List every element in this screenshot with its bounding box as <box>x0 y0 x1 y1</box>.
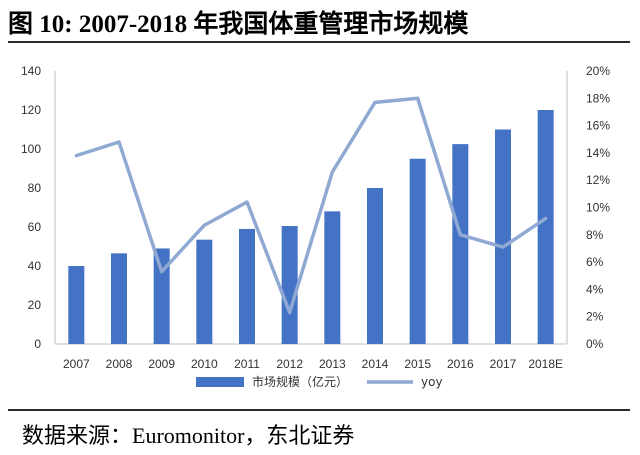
right-tick-label: 10% <box>586 201 610 215</box>
right-tick-label: 4% <box>586 282 604 296</box>
bar-2018E <box>537 110 554 344</box>
right-tick-label: 8% <box>586 228 604 242</box>
x-tick-label: 2014 <box>362 357 389 371</box>
title-divider <box>8 41 630 43</box>
right-tick-label: 16% <box>586 119 610 133</box>
bar-2013 <box>324 211 341 344</box>
right-tick-label: 20% <box>586 64 610 78</box>
left-tick-label: 80 <box>28 181 42 195</box>
figure-title: 图 10: 2007-2018 年我国体重管理市场规模 <box>8 11 469 38</box>
bar-2010 <box>196 239 213 344</box>
x-tick-label: 2013 <box>319 357 346 371</box>
x-tick-label: 2011 <box>234 357 260 371</box>
left-tick-label: 120 <box>21 103 41 117</box>
bar-2015 <box>409 158 426 344</box>
x-tick-label: 2015 <box>404 357 431 371</box>
yoy-line <box>74 96 548 315</box>
x-tick-label: 2016 <box>447 357 474 371</box>
bar-2016 <box>452 144 469 344</box>
bar-2017 <box>495 129 511 344</box>
source-divider <box>8 409 630 411</box>
left-tick-label: 0 <box>34 337 41 351</box>
x-tick-label: 2017 <box>490 357 517 371</box>
x-tick-label: 2012 <box>276 357 303 371</box>
market-size-chart: 0 20 40 60 80 100 120 140 0% 2% 4% 6% 8% 10% 12% 14% 16%… <box>21 64 610 389</box>
x-tick-label: 2008 <box>106 357 133 371</box>
bar-2014 <box>367 188 383 344</box>
x-tick-label: 2009 <box>148 357 175 371</box>
x-tick-label: 2018E <box>528 357 563 371</box>
left-tick-label: 140 <box>21 64 41 78</box>
x-tick-label: 2010 <box>191 357 218 371</box>
legend-swatch-market-size <box>196 377 244 387</box>
left-tick-label: 20 <box>28 298 42 312</box>
legend-label-yoy: yoy <box>421 375 443 389</box>
legend-label-market-size: 市场规模（亿元） <box>252 374 348 389</box>
plot-area: 0 20 40 60 80 100 120 140 0% 2% 4% 6% 8% 10% 12% 14% 16%… <box>21 64 610 389</box>
bar-2008 <box>111 253 127 344</box>
right-tick-label: 14% <box>586 146 610 160</box>
right-tick-label: 18% <box>586 91 610 105</box>
bar-2012 <box>281 226 298 344</box>
x-tick-label: 2007 <box>63 357 90 371</box>
right-tick-label: 0% <box>586 337 604 351</box>
right-tick-label: 6% <box>586 255 604 269</box>
left-tick-label: 60 <box>28 220 42 234</box>
bar-2011 <box>239 228 255 344</box>
left-tick-label: 100 <box>21 142 41 156</box>
bar-2007 <box>68 266 85 344</box>
left-tick-label: 40 <box>28 259 42 273</box>
data-source: 数据来源：Euromonitor，东北证券 <box>22 423 355 448</box>
bar-2009 <box>153 248 170 344</box>
right-tick-label: 12% <box>586 173 610 187</box>
right-tick-label: 2% <box>586 310 604 324</box>
